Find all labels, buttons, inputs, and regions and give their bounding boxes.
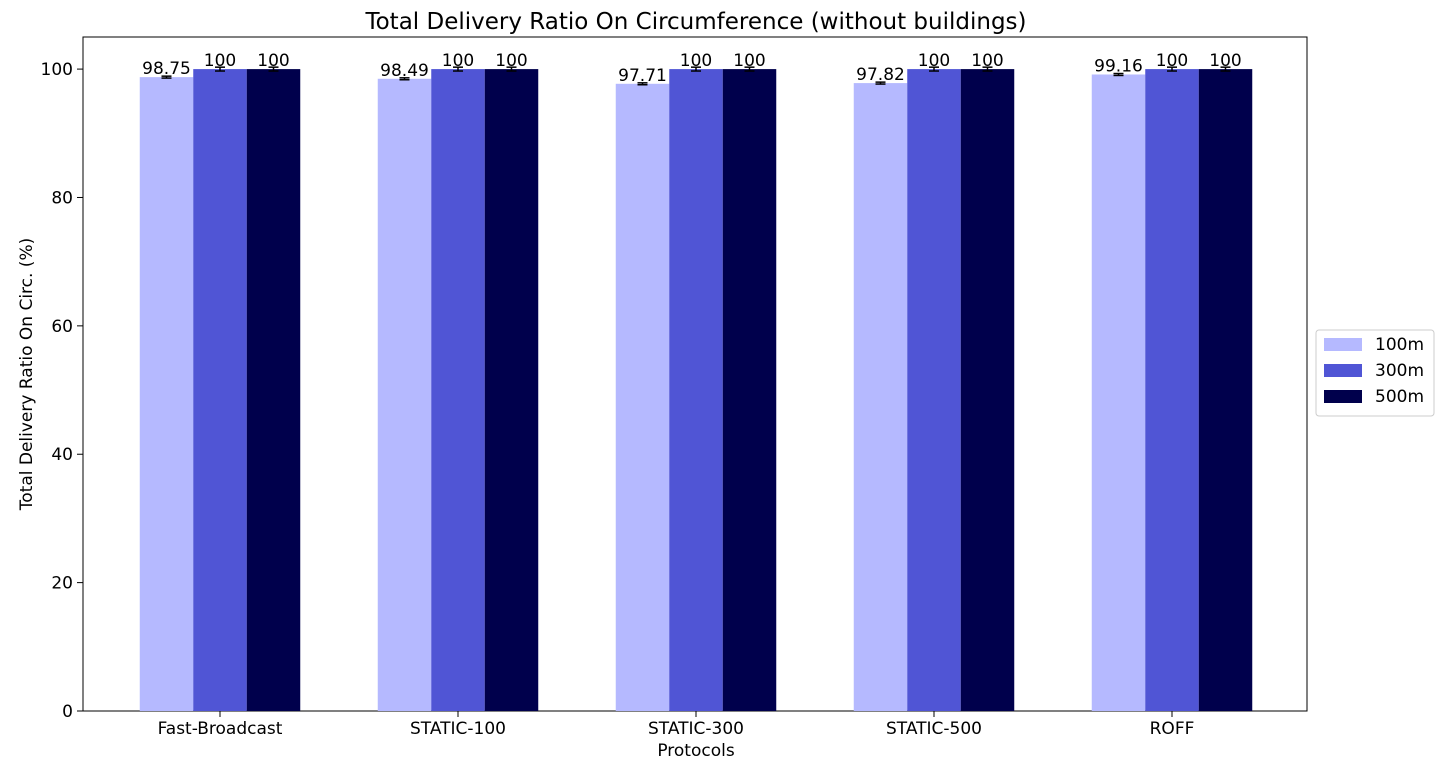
data-label: 100 [918, 51, 950, 71]
x-tick-label: Fast-Broadcast [158, 719, 283, 739]
bar-100m [1091, 74, 1146, 711]
legend-label: 100m [1375, 335, 1424, 355]
chart-title: Total Delivery Ratio On Circumference (w… [364, 9, 1026, 35]
data-label: 100 [257, 51, 289, 71]
error-bars [161, 66, 1231, 86]
data-label: 100 [495, 51, 527, 71]
bar-100m [615, 83, 670, 711]
bar-300m [907, 69, 961, 712]
legend: 100m 300m 500m [1315, 329, 1435, 417]
data-label: 100 [733, 51, 765, 71]
y-tick-label: 20 [51, 574, 73, 594]
bar-100m [139, 77, 194, 712]
x-tick-label: STATIC-300 [648, 719, 744, 739]
data-label: 100 [1209, 51, 1241, 71]
x-tick-label: STATIC-500 [886, 719, 982, 739]
bar-500m [1198, 69, 1253, 712]
y-axis: 0 20 40 60 80 100 [41, 60, 83, 722]
legend-label: 500m [1375, 387, 1424, 407]
y-tick-label: 80 [51, 188, 73, 208]
x-tick-label: ROFF [1150, 719, 1195, 739]
bar-100m [377, 78, 432, 711]
bar-100m [853, 83, 908, 712]
data-label: 98.49 [380, 61, 429, 81]
legend-swatch-100m [1324, 338, 1362, 351]
bar-300m [669, 69, 723, 712]
y-tick-label: 0 [62, 702, 73, 722]
data-label: 97.82 [856, 65, 905, 85]
data-label: 100 [680, 51, 712, 71]
legend-swatch-300m [1324, 364, 1362, 377]
data-label: 99.16 [1094, 56, 1143, 76]
y-tick-label: 100 [41, 60, 73, 80]
data-labels: 98.75 100 100 98.49 100 100 97.71 100 100 97.82 10… [142, 51, 1242, 86]
bars [139, 69, 1253, 712]
bar-500m [246, 69, 301, 712]
bar-300m [193, 69, 247, 712]
legend-swatch-500m [1324, 390, 1362, 403]
bar-300m [431, 69, 485, 712]
bar-500m [484, 69, 539, 712]
data-label: 100 [204, 51, 236, 71]
x-axis-label: Protocols [657, 741, 735, 761]
data-label: 97.71 [618, 66, 667, 86]
data-label: 100 [971, 51, 1003, 71]
data-label: 100 [442, 51, 474, 71]
data-label: 98.75 [142, 59, 191, 79]
x-tick-label: STATIC-100 [410, 719, 506, 739]
y-tick-label: 40 [51, 445, 73, 465]
bar-500m [722, 69, 777, 712]
y-tick-label: 60 [51, 317, 73, 337]
legend-label: 300m [1375, 361, 1424, 381]
y-axis-label: Total Delivery Ratio On Circ. (%) [17, 238, 37, 511]
data-label: 100 [1156, 51, 1188, 71]
bar-500m [960, 69, 1015, 712]
bar-300m [1145, 69, 1199, 712]
x-axis: Fast-Broadcast STATIC-100 STATIC-300 STATIC… [158, 711, 1195, 739]
